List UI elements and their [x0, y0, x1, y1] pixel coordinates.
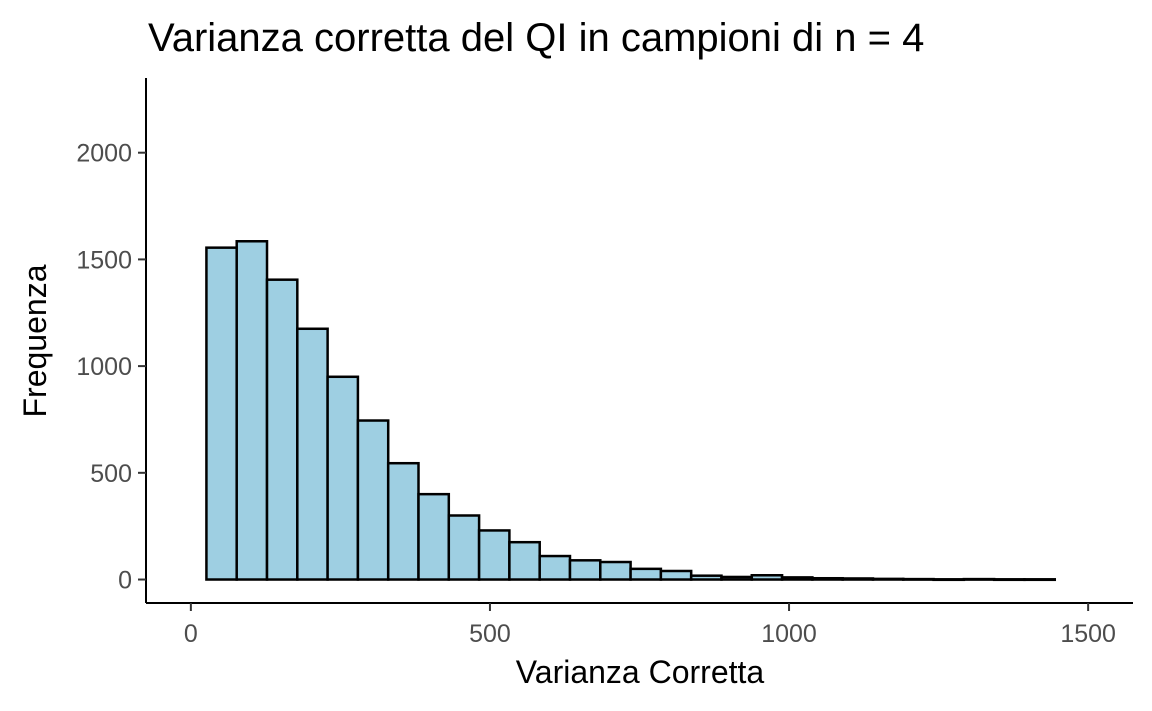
histogram-bar-25 [932, 578, 966, 582]
histogram-bar-26 [962, 577, 996, 581]
histogram-bar-8 [417, 492, 451, 581]
x-tick-label-0: 0 [184, 620, 198, 648]
histogram-bar-10 [477, 529, 511, 581]
histogram-bar-27 [992, 578, 1026, 582]
histogram-bar-4 [296, 327, 329, 581]
histogram-bar-2 [235, 240, 269, 581]
histogram-bar-23 [871, 577, 905, 581]
histogram-bar-28 [1023, 578, 1057, 582]
histogram-bar-9 [447, 514, 481, 581]
bars-group [205, 240, 1057, 582]
y-axis-ticks: 0 500 1000 1500 2000 [76, 140, 146, 595]
histogram-bar-6 [356, 419, 390, 581]
histogram-bar-3 [265, 278, 299, 581]
histogram-bar-7 [386, 461, 420, 581]
x-tick-label-1500: 1500 [1060, 620, 1116, 648]
y-tick-label-1500: 1500 [76, 246, 132, 274]
histogram-bar-11 [508, 540, 541, 581]
histogram-bar-15 [629, 567, 663, 581]
histogram-bar-17 [689, 574, 723, 581]
histogram-bar-24 [902, 577, 935, 581]
y-tick-label-0: 0 [118, 567, 132, 595]
x-tick-label-1000: 1000 [761, 620, 817, 648]
y-tick-label-2000: 2000 [76, 140, 132, 168]
histogram-bar-13 [568, 559, 602, 581]
histogram-bar-12 [538, 554, 572, 581]
histogram-bar-5 [326, 375, 360, 581]
histogram-bar-20 [780, 576, 814, 581]
histogram-bar-14 [599, 560, 632, 581]
x-axis-ticks: 0 500 1000 1500 [184, 603, 1116, 648]
chart-title: Varianza corretta del QI in campioni di … [148, 16, 924, 60]
x-axis-title: Varianza Corretta [516, 654, 765, 690]
histogram-bar-21 [811, 576, 844, 581]
histogram-bar-22 [841, 577, 875, 581]
histogram-bar-18 [720, 575, 754, 581]
histogram-bar-19 [750, 574, 784, 581]
x-tick-label-500: 500 [469, 620, 511, 648]
y-tick-label-1000: 1000 [76, 353, 132, 381]
y-axis-title: Frequenza [17, 264, 53, 417]
y-tick-label-500: 500 [90, 460, 132, 488]
histogram-bar-16 [659, 569, 693, 581]
histogram-bar-1 [205, 246, 238, 581]
